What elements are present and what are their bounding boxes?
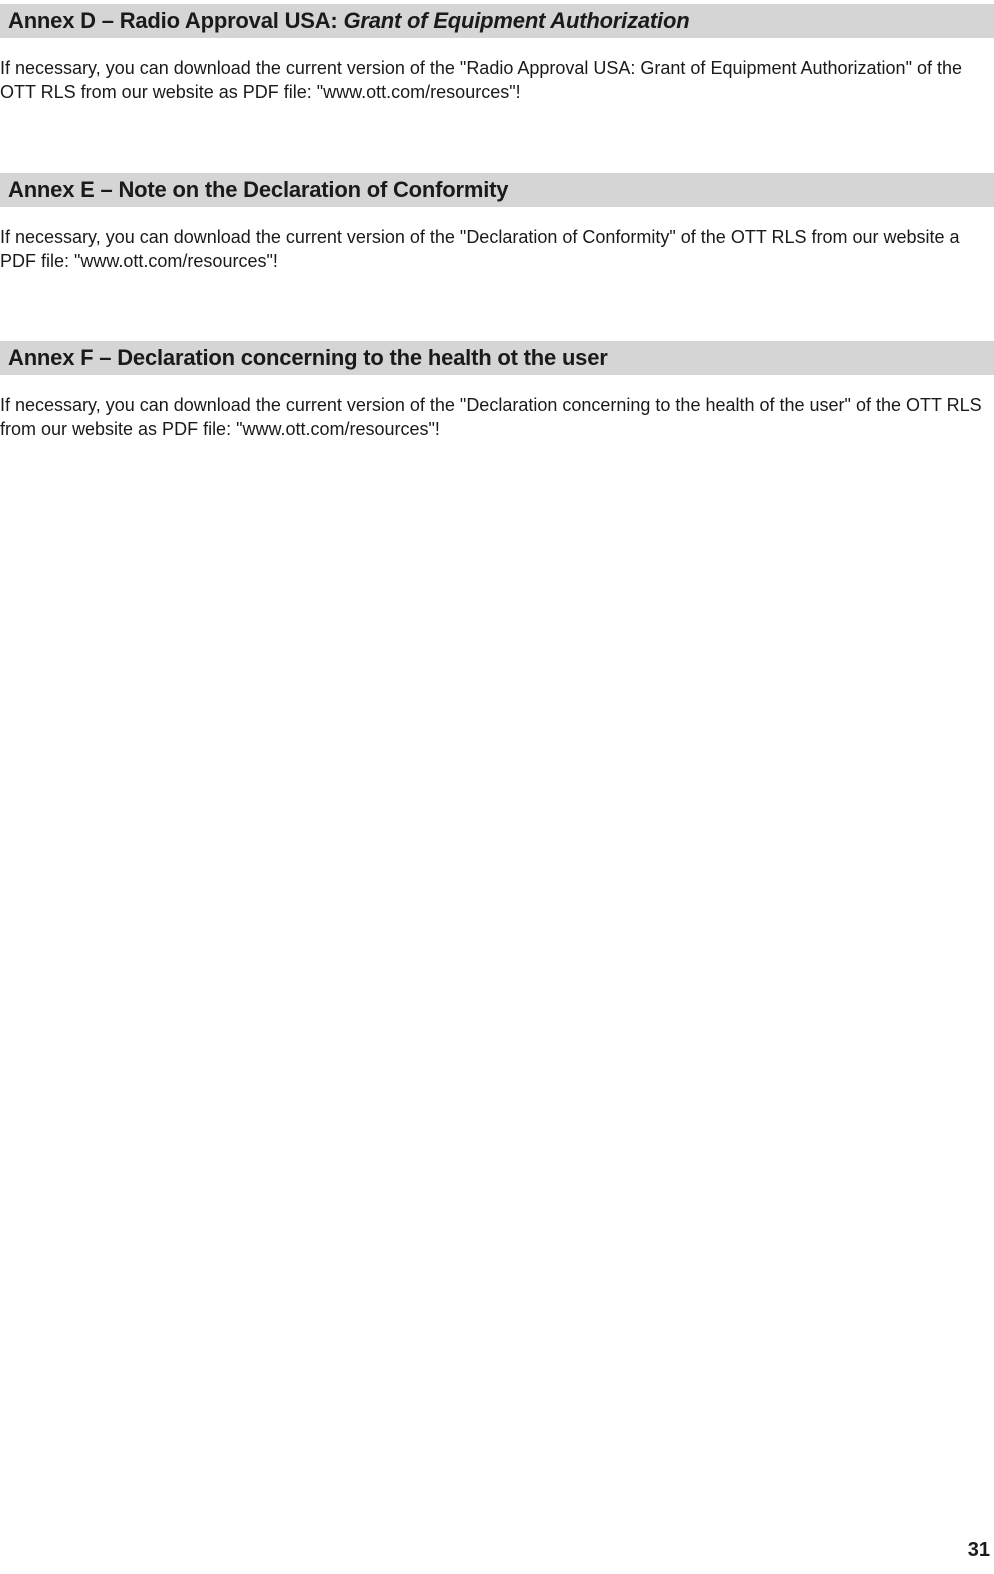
page-number: 31: [968, 1539, 990, 1562]
annex-d-body: If necessary, you can download the curre…: [0, 56, 994, 105]
annex-d-heading-plain: Annex D – Radio Approval USA:: [8, 8, 343, 33]
annex-e-heading: Annex E – Note on the Declaration of Con…: [0, 173, 994, 207]
annex-f-heading-plain: Annex F – Declaration concerning to the …: [8, 345, 608, 370]
annex-e-heading-plain: Annex E – Note on the Declaration of Con…: [8, 177, 508, 202]
annex-f-heading: Annex F – Declaration concerning to the …: [0, 341, 994, 375]
annex-d-heading: Annex D – Radio Approval USA: Grant of E…: [0, 4, 994, 38]
annex-d-heading-italic: Grant of Equipment Authorization: [343, 8, 689, 33]
annex-f-body: If necessary, you can download the curre…: [0, 393, 994, 442]
annex-e-body: If necessary, you can download the curre…: [0, 225, 994, 274]
